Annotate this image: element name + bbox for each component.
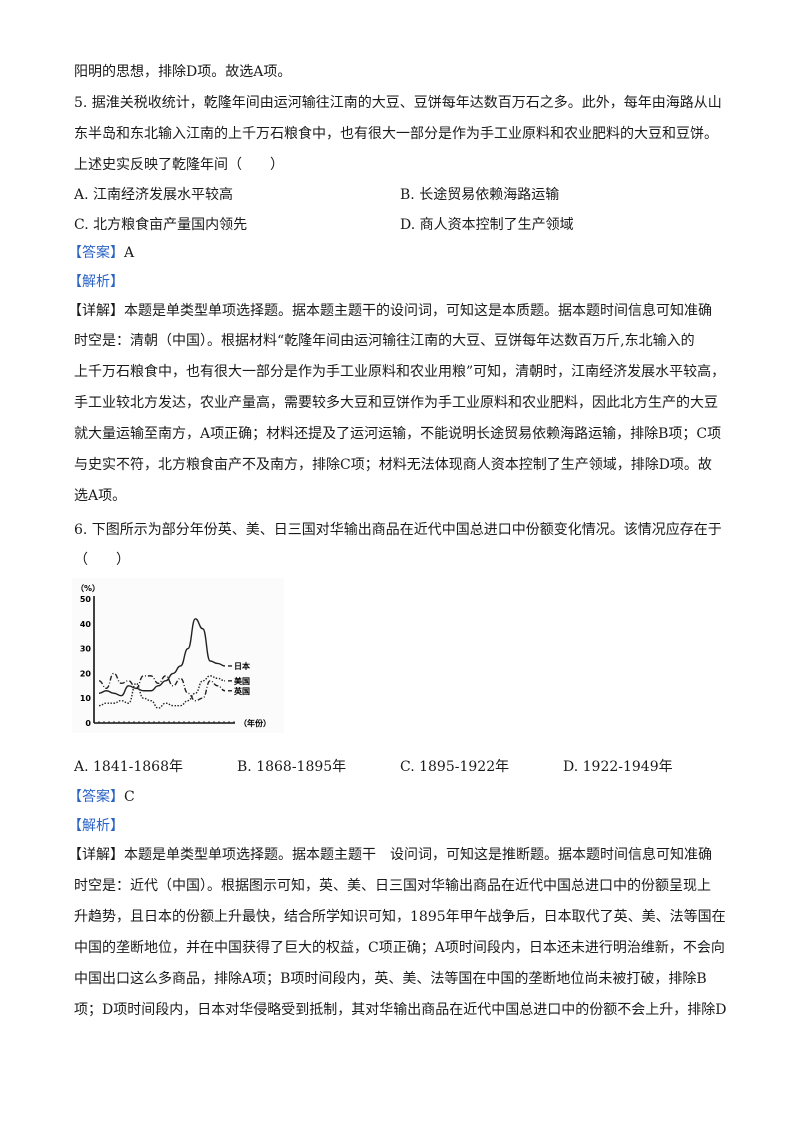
q6-option-d: D. 1922-1949年 — [563, 759, 673, 775]
x-axis-label: （年份） — [239, 718, 271, 728]
q5-option-d: D. 商人资本控制了生产领域 — [400, 217, 574, 233]
q6-detail-line: 中国的垄断地位，并在中国获得了巨大的权益，C项正确；A项时间段内，日本还未进行明… — [74, 940, 725, 956]
series-label: 日本 — [234, 661, 250, 671]
q6-detail-line: 项；D项时间段内，日本对华侵略受到抵制，其对华输出商品在近代中国总进口中的份额不… — [74, 1002, 727, 1018]
q6-option-a: A. 1841-1868年 — [74, 759, 183, 775]
q5-option-b: B. 长途贸易依赖海路运输 — [400, 187, 560, 203]
q5-detail-line: 手工业较北方发达，农业产量高，需要较多大豆和豆饼作为手工业原料和农业肥料，因此北… — [74, 395, 718, 411]
detail-tag: 【详解】 — [68, 303, 124, 319]
q5-analysis-tag: 【解析】 — [68, 274, 124, 290]
y-tick-label: 30 — [80, 645, 92, 654]
q6-answer: 【答案】C — [68, 787, 135, 807]
series-label: 英国 — [233, 686, 250, 696]
q6-option-c: C. 1895-1922年 — [400, 759, 510, 775]
q5-detail-line: 与史实不符，北方粮食亩产不及南方，排除C项；材料无法体现商人资本控制了生产领域，… — [74, 457, 712, 473]
q5-detail-line: 就大量运输至南方，A项正确；材料还提及了运河运输，不能说明长途贸易依赖海路运输，… — [74, 426, 722, 442]
text-line: 阳明的思想，排除D项。故选A项。 — [74, 64, 292, 80]
answer-value: A — [124, 245, 135, 261]
detail-text: 本题是单类型单项选择题。据本题主题干 设问词，可知这是推断题。据本题时间信息可知… — [124, 847, 712, 863]
series-label: 美国 — [234, 676, 250, 686]
q5-detail-line: 选A项。 — [74, 488, 127, 504]
y-axis-label: （%） — [76, 583, 100, 593]
q5-detail-line: 时空是：清朝（中国）。根据材料“乾隆年间由运河输往江南的大豆、豆饼每年达数百万斤… — [74, 333, 695, 349]
y-tick-label: 40 — [80, 620, 92, 629]
answer-tag: 【答案】 — [68, 789, 124, 805]
y-tick-label: 0 — [85, 719, 91, 728]
q6-detail-line: 【详解】本题是单类型单项选择题。据本题主题干 设问词，可知这是推断题。据本题时间… — [68, 845, 712, 865]
detail-text: 本题是单类型单项选择题。据本题主题干的设问词，可知这是本质题。据本题时间信息可知… — [124, 303, 712, 319]
series-line-2 — [98, 672, 226, 702]
y-tick-label: 50 — [80, 595, 92, 604]
q6-detail-line: 中国出口这么多商品，排除A项；B项时间段内，英、美、法等国在中国的垄断地位尚未被… — [74, 971, 707, 987]
q5-detail-line: 上千万石粮食中，也有很大一部分是作为手工业原料和农业用粮”可知，清朝时，江南经济… — [74, 364, 726, 380]
y-tick-label: 10 — [80, 694, 92, 703]
q5-stem-line: 上述史实反映了乾隆年间（ ） — [74, 157, 284, 173]
answer-tag: 【答案】 — [68, 245, 124, 261]
q5-answer: 【答案】A — [68, 243, 134, 263]
answer-value: C — [124, 789, 135, 805]
y-tick-label: 20 — [80, 669, 92, 678]
detail-tag: 【详解】 — [68, 847, 124, 863]
q6-stem-line: （ ） — [74, 552, 130, 568]
series-line-1 — [98, 675, 226, 709]
q6-stem-line: 6. 下图所示为部分年份英、美、日三国对华输出商品在近代中国总进口中份额变化情况… — [74, 522, 722, 538]
q5-option-c: C. 北方粮食亩产量国内领先 — [74, 217, 248, 233]
share-chart-figure: 0 10 20 30 40 50 （%） （年份） 日本美国 英国 — [72, 578, 284, 733]
q5-detail-line: 【详解】本题是单类型单项选择题。据本题主题干的设问词，可知这是本质题。据本题时间… — [68, 301, 712, 321]
q5-option-a: A. 江南经济发展水平较高 — [74, 187, 234, 203]
q6-option-b: B. 1868-1895年 — [237, 759, 347, 775]
series-line-0 — [98, 618, 226, 697]
q5-stem-line: 5. 据淮关税收统计，乾隆年间由运河输往江南的大豆、豆饼每年达数百万石之多。此外… — [74, 95, 722, 111]
q5-stem-line: 东半岛和东北输入江南的上千万石粮食中，也有很大一部分是作为手工业原料和农业肥料的… — [74, 126, 718, 142]
q6-analysis-tag: 【解析】 — [68, 818, 124, 834]
q6-detail-line: 升趋势，且日本的份额上升最快，结合所学知识可知，1895年甲午战争后，日本取代了… — [74, 909, 726, 925]
q6-detail-line: 时空是：近代（中国）。根据图示可知，英、美、日三国对华输出商品在近代中国总进口中… — [74, 878, 711, 894]
